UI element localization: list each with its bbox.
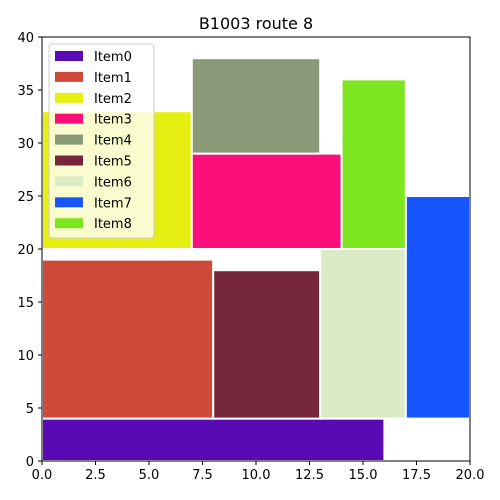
y-tick-label: 10	[17, 349, 34, 364]
x-tick-label: 10.0	[242, 468, 271, 483]
legend-swatch	[55, 92, 83, 103]
x-axis: 0.0 2.5 5.0 7.5 10.0 12.5 15.0 17.5 20.0	[32, 461, 485, 483]
legend-swatch	[55, 176, 83, 187]
legend-swatch	[55, 134, 83, 145]
legend-swatch	[55, 113, 83, 124]
legend-swatch	[55, 51, 83, 61]
chart-title: B1003 route 8	[199, 14, 313, 33]
x-tick-label: 20.0	[456, 468, 485, 483]
x-tick-label: 5.0	[139, 468, 160, 483]
y-tick-label: 0	[26, 455, 34, 470]
legend-swatch	[55, 218, 83, 229]
x-tick-label: 7.5	[192, 468, 213, 483]
bar-item0	[41, 417, 386, 463]
x-tick-label: 2.5	[85, 468, 106, 483]
bar-item6	[319, 248, 407, 420]
x-tick-label: 0.0	[32, 468, 53, 483]
legend-label: Item3	[94, 113, 132, 128]
x-tick-label: 12.5	[295, 468, 324, 483]
legend-swatch	[55, 197, 83, 208]
bar-item7	[404, 195, 471, 420]
legend-label: Item5	[94, 155, 132, 170]
bar-item3	[190, 152, 343, 251]
x-tick-label: 15.0	[349, 468, 378, 483]
legend: Item0 Item1 Item2 Item3 Item4 Item5 Item6 Item7…	[48, 43, 155, 239]
legend-label: Item0	[94, 50, 132, 65]
legend-swatch	[55, 71, 83, 82]
bar-item8	[340, 78, 407, 251]
y-tick-label: 40	[17, 31, 34, 46]
legend-label: Item8	[94, 217, 132, 232]
legend-label: Item1	[94, 71, 132, 86]
y-tick-label: 15	[17, 296, 34, 311]
y-tick-label: 30	[17, 137, 34, 152]
legend-label: Item4	[94, 134, 132, 149]
legend-label: Item2	[94, 92, 132, 107]
y-tick-label: 5	[26, 402, 34, 417]
x-tick-label: 17.5	[402, 468, 431, 483]
legend-swatch	[55, 155, 83, 166]
legend-label: Item7	[94, 196, 132, 211]
y-tick-label: 20	[17, 243, 34, 258]
y-axis: 0 5 10 15 20 25 30 35 40	[17, 31, 42, 470]
y-tick-label: 25	[17, 190, 34, 205]
bar-item1	[41, 258, 215, 420]
legend-label: Item6	[94, 175, 132, 190]
legend-box	[48, 43, 155, 239]
bar-item4	[190, 57, 322, 155]
y-tick-label: 35	[17, 84, 34, 99]
bar-item5	[212, 269, 322, 420]
